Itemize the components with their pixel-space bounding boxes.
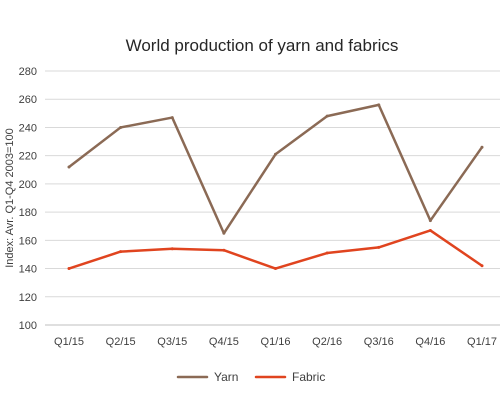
y-tick-label: 200: [19, 179, 37, 191]
y-tick-label: 260: [19, 94, 37, 106]
y-tick-label: 180: [19, 207, 37, 219]
y-tick-label: 220: [19, 151, 37, 163]
x-tick-label: Q3/15: [157, 336, 187, 348]
x-tick-label: Q3/16: [364, 336, 394, 348]
data-point-yarn: [325, 114, 329, 118]
data-point-yarn: [274, 152, 277, 156]
y-tick-label: 120: [19, 292, 37, 304]
y-tick-label: 160: [19, 235, 37, 247]
data-point-yarn: [480, 145, 484, 149]
series-line-fabric: [67, 229, 484, 270]
legend: Yarn Fabric: [176, 370, 325, 384]
x-tick-labels: Q1/15 Q2/15 Q3/15 Q4/15 Q1/16 Q2/16 Q3/16 Q4/16…: [54, 336, 497, 348]
data-point-fabric: [377, 245, 381, 249]
data-point-yarn: [377, 103, 381, 107]
data-point-fabric: [325, 251, 329, 255]
x-tick-label: Q2/16: [312, 336, 342, 348]
y-tick-labels: 100 120 140 160 180 200 220 240 260 280: [19, 66, 37, 332]
data-point-fabric: [428, 228, 432, 232]
chart-title: World production of yarn and fabrics: [126, 36, 399, 55]
data-point-yarn: [170, 116, 174, 120]
data-point-fabric: [67, 267, 71, 271]
data-point-fabric: [222, 248, 226, 252]
x-tick-label: Q1/15: [54, 336, 84, 348]
data-point-yarn: [428, 219, 432, 223]
gridlines: [45, 70, 500, 298]
legend-label-yarn: Yarn: [214, 370, 238, 384]
legend-label-fabric: Fabric: [292, 370, 325, 384]
x-tick-label: Q4/16: [415, 336, 445, 348]
y-tick-label: 240: [19, 122, 37, 134]
data-point-fabric: [119, 250, 123, 254]
y-tick-label: 100: [19, 320, 37, 332]
x-tick-label: Q1/17: [467, 336, 497, 348]
x-tick-label: Q1/16: [261, 336, 291, 348]
x-tick-label: Q4/15: [209, 336, 239, 348]
series-line-yarn: [67, 103, 484, 235]
x-tick-label: Q2/15: [106, 336, 136, 348]
data-point-fabric: [170, 247, 174, 251]
series-lines: [67, 103, 484, 271]
data-point-fabric: [274, 267, 277, 271]
data-point-fabric: [480, 264, 484, 268]
data-point-yarn: [119, 125, 123, 129]
data-point-yarn: [222, 231, 226, 235]
y-tick-label: 280: [19, 66, 37, 78]
data-point-yarn: [67, 165, 71, 169]
y-tick-label: 140: [19, 264, 37, 276]
y-axis-label: Index: Avr. Q1-Q4 2003=100: [4, 128, 16, 268]
